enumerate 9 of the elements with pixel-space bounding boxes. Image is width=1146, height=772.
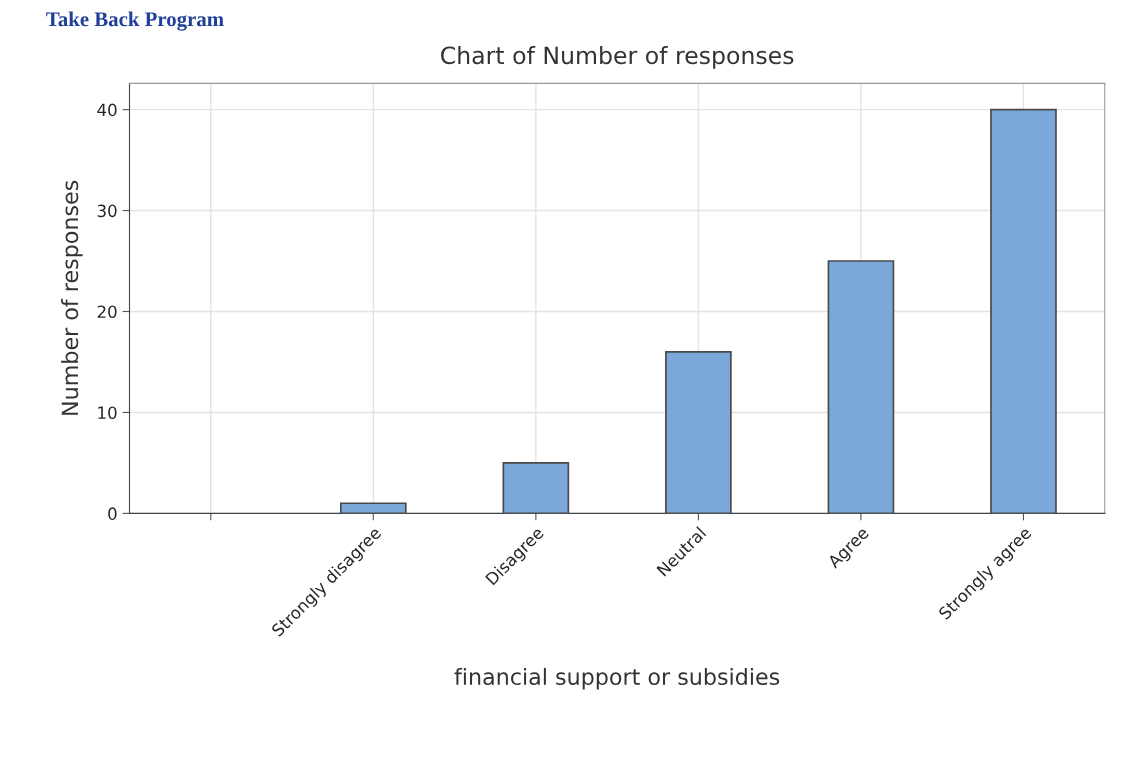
y-tick-label: 20 bbox=[97, 305, 117, 319]
text: Take Back Program bbox=[46, 11, 224, 31]
y-tick-label: 10 bbox=[98, 406, 117, 420]
y-axis-title: Number of responses bbox=[61, 180, 83, 415]
y-tick-label: 30 bbox=[97, 204, 117, 218]
x-axis-title: financial support or subsidies bbox=[454, 667, 780, 690]
y-tick-label: 40 bbox=[97, 103, 117, 117]
y-tick-label: 0 bbox=[108, 507, 117, 520]
chart-title: Chart of Number of responses bbox=[441, 45, 794, 69]
